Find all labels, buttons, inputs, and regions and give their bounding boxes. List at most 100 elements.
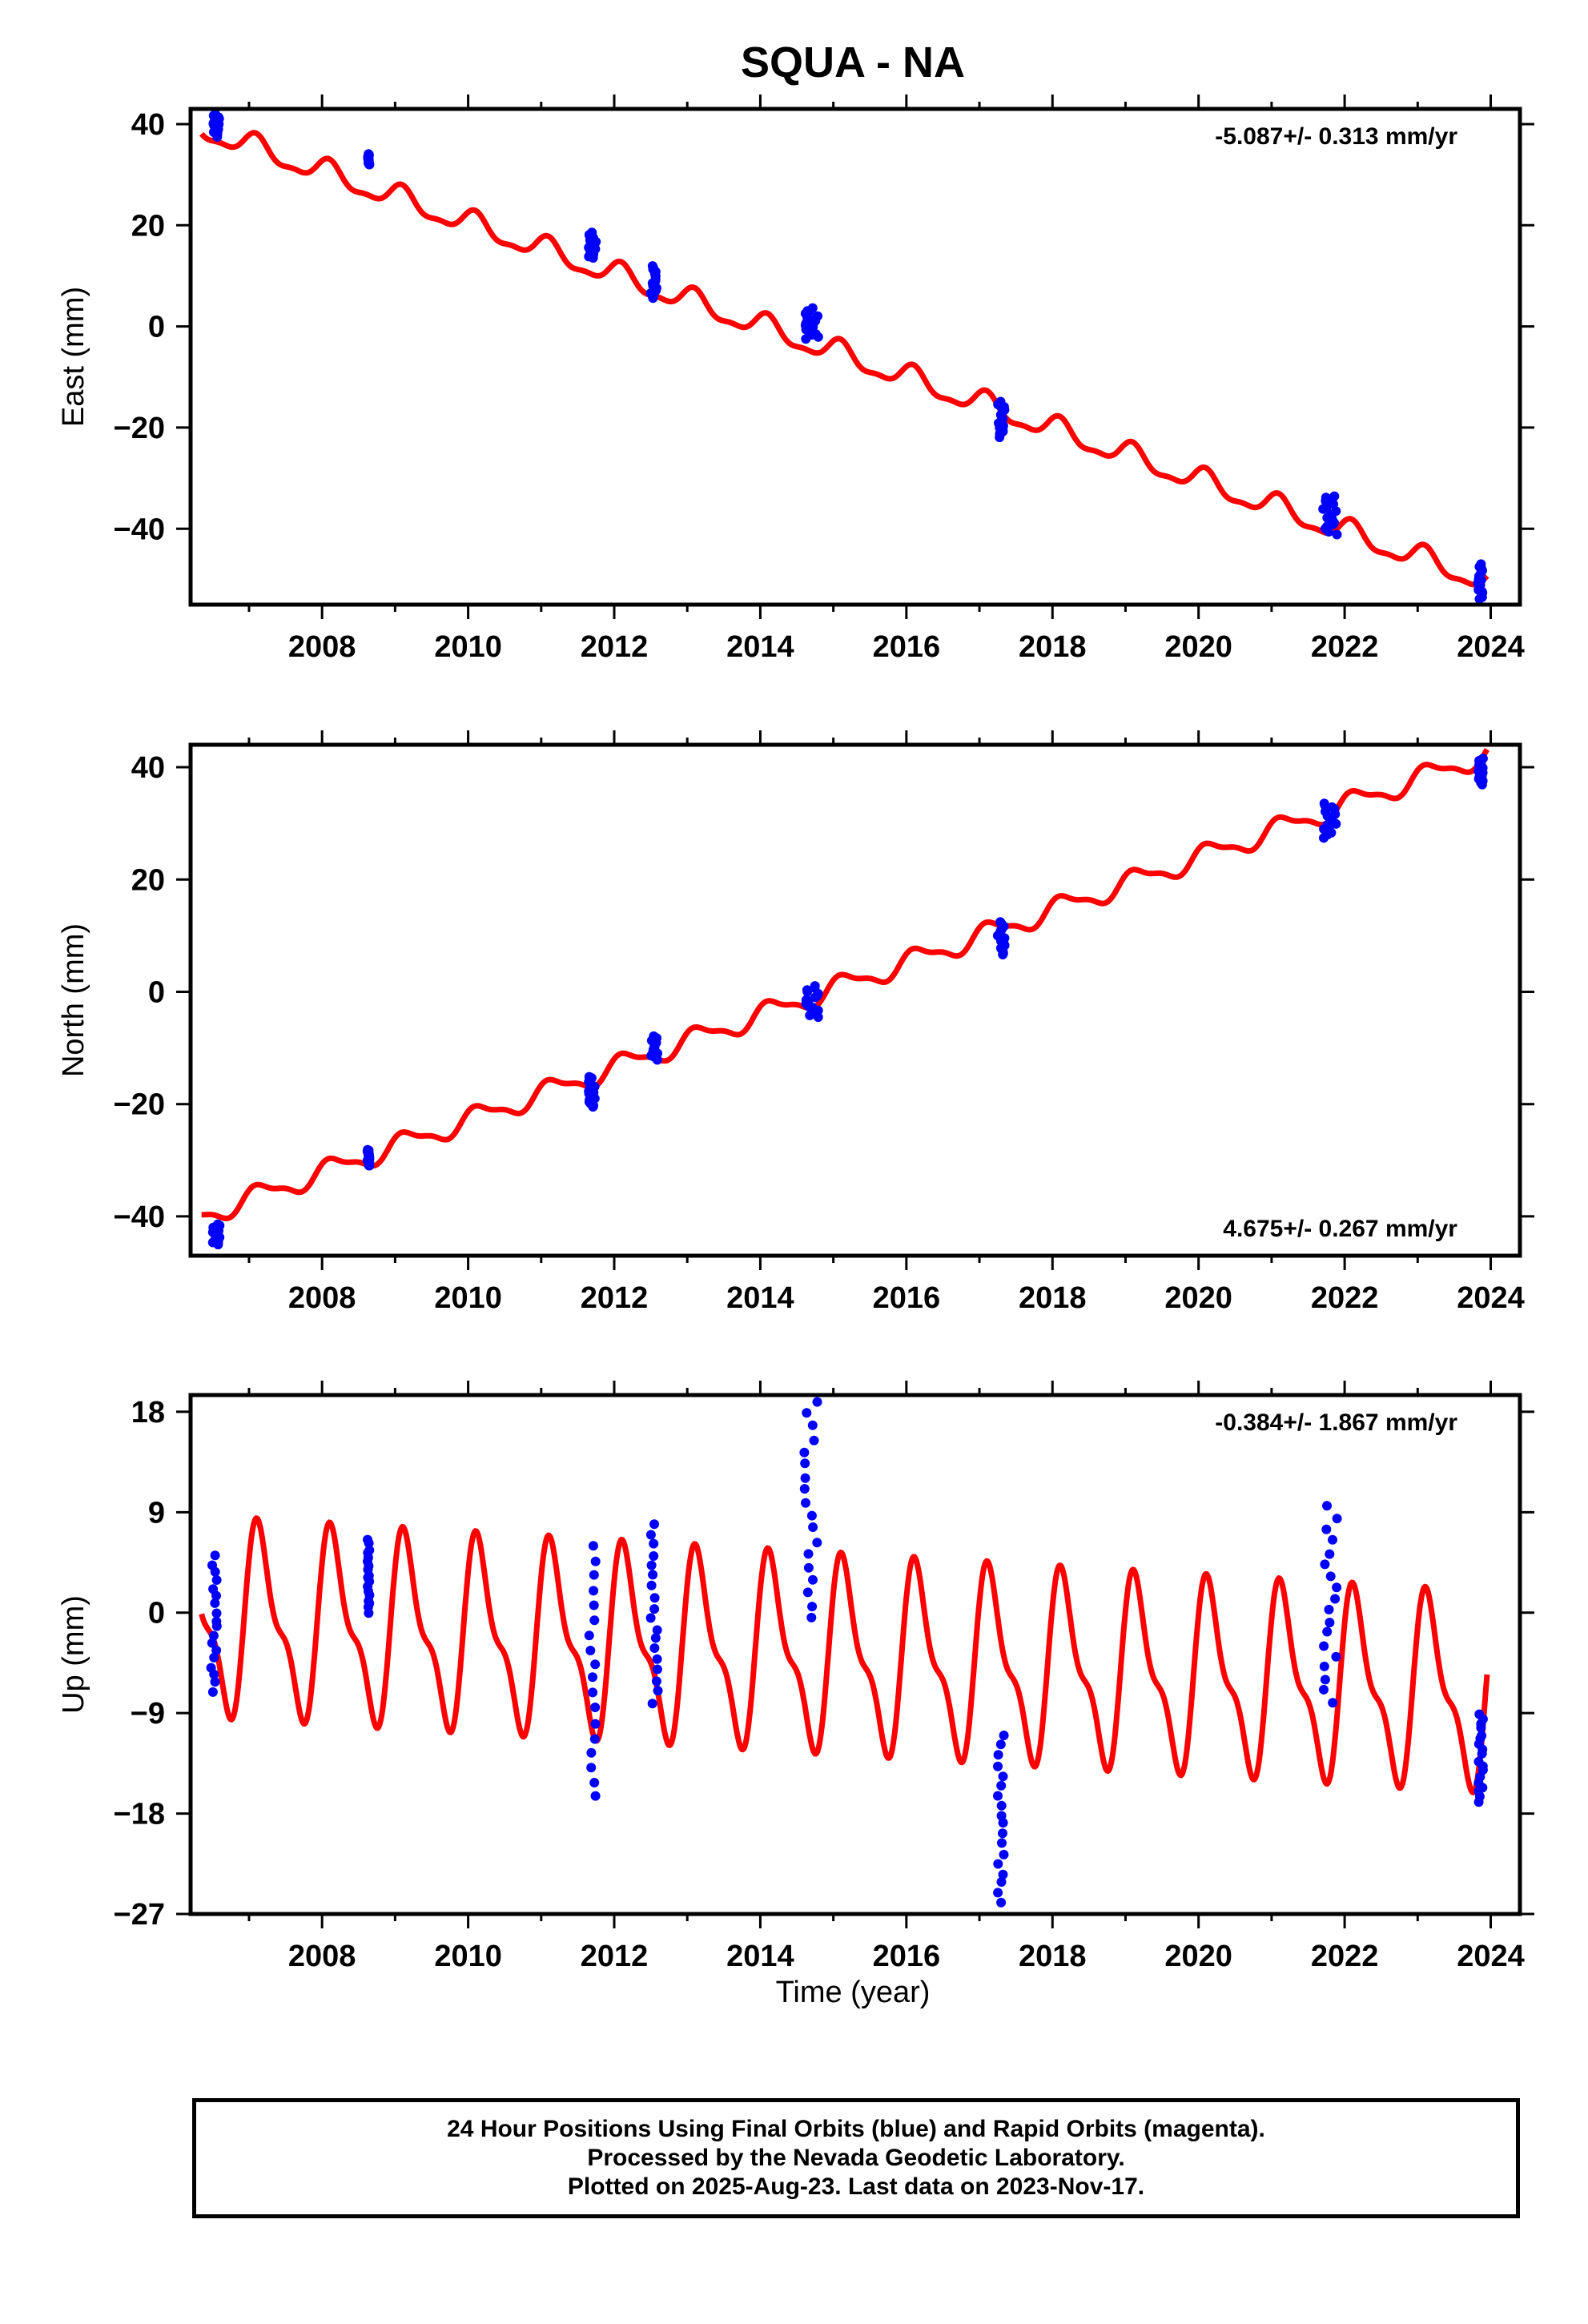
footer-line-plotted: Plotted on 2025-Aug-23. Last data on 202… [567,2173,1145,2200]
x-tick-label: 2018 [1019,1281,1087,1315]
data-point [1328,1534,1337,1545]
data-point [588,1687,598,1698]
x-tick-label: 2024 [1457,1281,1525,1315]
data-point [586,1747,597,1758]
data-point [209,1652,219,1663]
data-point [802,1408,812,1418]
data-point [1325,1618,1335,1628]
data-point [207,1560,217,1570]
x-tick-label: 2014 [726,630,794,664]
data-point [649,1551,659,1561]
y-tick-label: −27 [114,1898,165,1932]
data-point [1474,1709,1485,1719]
data-point [996,1877,1007,1887]
data-point [586,1763,597,1773]
data-point [808,1522,818,1532]
data-point [648,1570,658,1580]
data-point [800,1473,810,1483]
data-point [590,1719,601,1729]
x-tick-label: 2018 [1019,630,1087,664]
data-point [363,1144,373,1155]
data-point [995,396,1006,407]
data-point [1328,1698,1338,1708]
data-point [803,1562,814,1573]
y-tick-label: 0 [148,975,165,1009]
data-point [651,1676,661,1687]
data-point [993,1750,1003,1760]
data-point [1320,1675,1330,1685]
x-tick-label: 2014 [726,1940,794,1973]
data-point [812,1538,822,1548]
model-fit-line [199,1514,1490,1796]
data-point [649,1519,659,1530]
x-tick-label: 2010 [434,1940,502,1973]
data-point [584,1630,594,1641]
x-tick-label: 2008 [288,630,356,664]
data-point [807,1420,818,1430]
data-point [588,1541,598,1551]
data-point [589,1600,599,1610]
x-tick-label: 2018 [1019,1940,1087,1973]
data-point [364,1545,375,1555]
data-point [996,1800,1007,1811]
data-point [996,1811,1007,1821]
x-tick-label: 2008 [288,1281,356,1315]
data-point [802,985,812,995]
velocity-annotation: 4.675+/- 0.267 mm/yr [1223,1216,1457,1242]
data-point [649,1538,659,1549]
x-tick-label: 2008 [288,1940,356,1973]
data-point [589,1615,600,1626]
data-point [802,995,812,1005]
data-point [589,1586,599,1596]
x-axis-label: Time (year) [776,1976,931,2009]
data-point [808,1574,818,1585]
y-axis-label: Up (mm) [57,1595,90,1714]
data-point [800,1458,810,1469]
data-point [1319,1641,1329,1651]
data-point [799,1447,810,1458]
data-point [652,1664,662,1675]
x-tick-label: 2016 [873,630,941,664]
y-tick-label: −20 [114,1088,165,1122]
x-tick-label: 2010 [434,1281,502,1315]
data-point [212,1219,223,1229]
data-point [1331,1651,1341,1662]
data-point [210,1550,220,1561]
data-point [647,1699,657,1709]
x-tick-label: 2012 [581,1940,649,1973]
data-point [590,1659,601,1670]
data-point [589,1734,600,1744]
footer-line-processed: Processed by the Nevada Geodetic Laborat… [587,2145,1125,2171]
data-point [585,1646,596,1655]
data-point [807,303,818,313]
data-point [649,1604,660,1614]
data-point [993,1761,1003,1771]
data-point [1329,491,1340,501]
y-tick-label: −40 [114,1200,165,1234]
velocity-annotation: -5.087+/- 0.313 mm/yr [1215,123,1457,150]
data-point [993,1888,1003,1898]
y-tick-label: 20 [131,209,165,243]
data-point [1320,1559,1330,1570]
data-point [1476,559,1486,569]
data-point [812,1397,822,1407]
y-tick-label: 0 [148,311,165,344]
x-tick-label: 2016 [873,1281,941,1315]
data-point [809,1435,819,1445]
plot-frame [188,107,1522,607]
data-point [208,1584,219,1594]
data-point [998,1828,1007,1839]
data-point [998,1869,1008,1880]
data-point [807,1602,818,1612]
data-point [803,1549,814,1559]
data-point [801,1498,810,1508]
plot-frame [188,742,1522,1258]
data-point [210,1677,220,1687]
x-tick-label: 2024 [1457,1940,1525,1973]
x-tick-label: 2014 [726,1281,794,1315]
data-point [363,1534,372,1545]
data-point [207,1638,217,1648]
data-point [996,1897,1007,1908]
data-point [1332,529,1342,540]
x-tick-label: 2022 [1311,630,1379,664]
